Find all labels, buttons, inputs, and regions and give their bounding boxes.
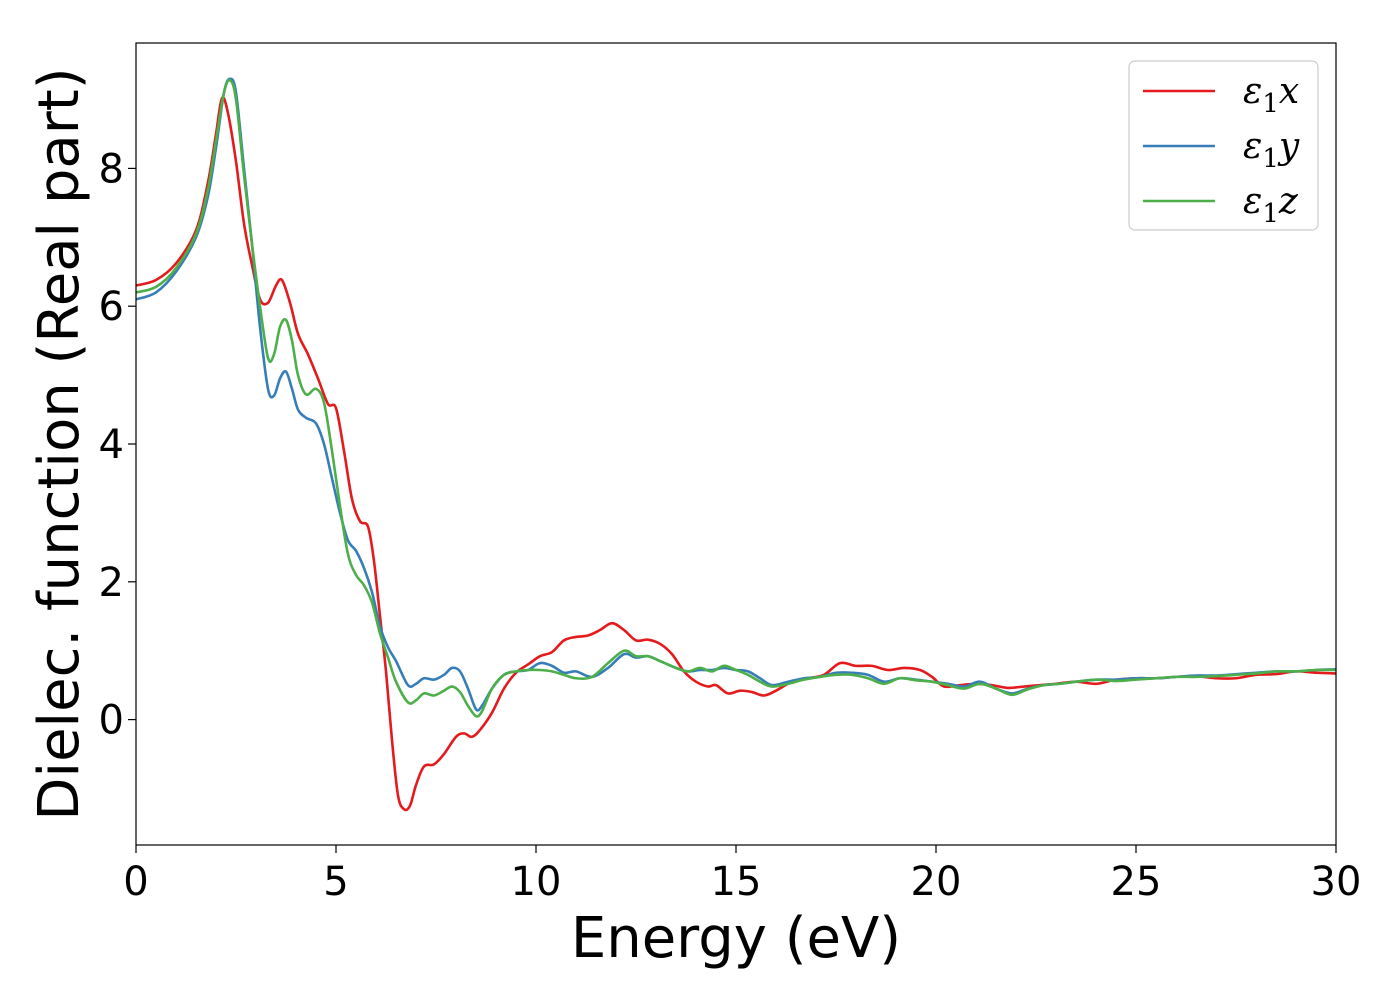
- y-tick-label: 0: [99, 698, 124, 744]
- y-axis-title: Dielec. function (Real part): [27, 67, 92, 820]
- y-tick-label: 4: [99, 422, 124, 468]
- y-axis-ticks: 0 2 4 6 8: [99, 146, 136, 744]
- y-tick-label: 2: [99, 560, 124, 606]
- y-tick-label: 6: [99, 284, 124, 330]
- x-tick-label: 0: [123, 859, 148, 905]
- series-line-z: [136, 78, 1336, 718]
- x-tick-label: 20: [911, 859, 962, 905]
- legend-label-y: ε1y: [1243, 126, 1300, 174]
- legend-label-x: ε1x: [1243, 71, 1299, 119]
- x-tick-label: 5: [323, 859, 348, 905]
- legend-box: [1128, 60, 1319, 231]
- series-line-x: [136, 96, 1336, 812]
- x-axis-title: Energy (eV): [571, 906, 901, 971]
- legend-label-z: ε1z: [1243, 181, 1299, 229]
- x-tick-label: 15: [711, 859, 762, 905]
- x-tick-label: 10: [511, 859, 562, 905]
- series-lines: [136, 77, 1336, 812]
- x-tick-label: 25: [1111, 859, 1162, 905]
- legend: ε1x ε1y ε1z: [1128, 60, 1319, 231]
- y-tick-label: 8: [99, 146, 124, 192]
- x-axis-ticks: 0 5 10 15 20 25 30: [123, 845, 1361, 905]
- x-tick-label: 30: [1311, 859, 1362, 905]
